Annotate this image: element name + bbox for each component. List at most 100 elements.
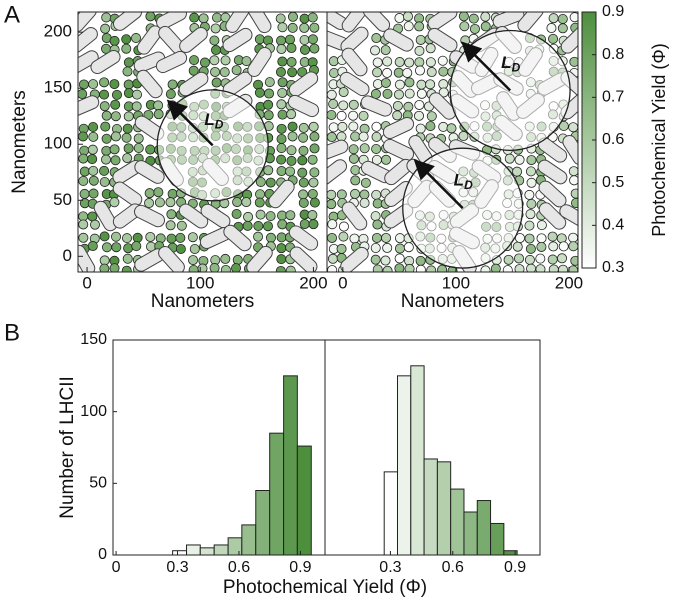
decor-dot <box>241 56 252 67</box>
decor-dot <box>394 233 405 244</box>
decor-dot <box>360 177 371 188</box>
decor-dot <box>131 33 142 44</box>
panel-letter: A <box>4 1 20 28</box>
decor-dot <box>132 89 143 100</box>
x-tick-label: 0.6 <box>228 559 250 576</box>
decor-dot <box>536 233 547 244</box>
decor-dot <box>165 197 176 208</box>
decor-dot <box>78 89 88 100</box>
decor-dot <box>299 44 310 55</box>
decor-dot <box>176 220 187 231</box>
hist-bar <box>296 445 312 556</box>
colorbar-tick-label: 0.7 <box>602 89 624 106</box>
decor-dot <box>370 254 381 265</box>
decor-dot <box>298 132 309 143</box>
decor-dot <box>370 211 381 222</box>
decor-dot <box>525 209 536 220</box>
decor-dot <box>263 221 274 232</box>
decor-dot <box>372 264 383 272</box>
decor-rod <box>427 27 458 53</box>
colorbar-tick-label: 0.5 <box>602 174 624 191</box>
decor-dot <box>380 255 391 266</box>
decor-dot <box>297 155 308 166</box>
decor-dot <box>167 79 178 90</box>
y-tick-label: 100 <box>80 403 107 420</box>
decor-rod <box>134 204 165 228</box>
decor-dot <box>166 233 177 244</box>
decor-dot <box>243 211 254 222</box>
decor-dot <box>414 110 425 121</box>
decor-dot <box>524 220 535 231</box>
decor-dot <box>382 88 393 99</box>
decor-rod <box>78 95 100 117</box>
decor-dot <box>188 65 199 76</box>
decor-rod <box>268 179 295 209</box>
decor-dot <box>101 110 112 121</box>
decor-rod <box>383 28 414 52</box>
decor-dot <box>372 57 383 68</box>
decor-dot <box>277 87 288 98</box>
decor-dot <box>438 87 449 98</box>
decor-dot <box>512 241 523 252</box>
decor-dot <box>99 231 110 242</box>
decor-dot <box>358 110 369 121</box>
decor-dot <box>514 264 525 272</box>
decor-dot <box>526 155 537 166</box>
decor-dot <box>381 232 392 243</box>
decor-dot <box>328 56 339 67</box>
decor-rod <box>78 12 97 33</box>
decor-dot <box>425 57 436 68</box>
decor-dot <box>348 153 359 164</box>
decor-dot <box>309 22 320 33</box>
decor-dot <box>220 264 231 272</box>
decor-rod <box>223 224 252 252</box>
decor-rod <box>287 94 320 118</box>
decor-dot <box>394 79 405 90</box>
decor-rod <box>246 245 273 272</box>
x-axis-label: Nanometers <box>401 291 505 312</box>
decor-dot <box>110 131 121 142</box>
decor-dot <box>298 145 309 156</box>
decor-dot <box>121 34 132 45</box>
decor-dot <box>285 265 296 272</box>
decor-dot <box>336 243 347 254</box>
x-axis-label: Nanometers <box>151 291 255 312</box>
decor-dot <box>348 144 359 155</box>
decor-dot <box>327 232 337 243</box>
decor-dot <box>402 12 413 22</box>
decor-dot <box>79 188 90 199</box>
decor-dot <box>327 253 338 264</box>
decor-dot <box>275 67 286 78</box>
decor-dot <box>394 263 405 272</box>
decor-dot <box>372 67 383 78</box>
decor-rod <box>136 69 163 99</box>
x-tick-label: 100 <box>442 273 470 292</box>
decor-rod <box>427 12 458 31</box>
decor-rod <box>339 71 370 97</box>
decor-dot <box>570 197 578 208</box>
decor-dot <box>287 131 298 142</box>
decor-dot <box>358 131 369 142</box>
decor-dot <box>393 89 404 100</box>
decor-dot <box>557 23 568 34</box>
decor-dot <box>167 188 178 199</box>
decor-dot <box>415 264 426 272</box>
decor-dot <box>286 155 297 166</box>
decor-rod <box>78 50 99 74</box>
decor-dot <box>122 123 133 134</box>
decor-dot <box>558 241 569 252</box>
decor-rod <box>341 47 368 77</box>
ld-subscript: D <box>215 118 224 132</box>
hist-bar <box>241 524 257 556</box>
decor-dot <box>122 66 133 77</box>
decor-dot <box>327 132 337 143</box>
x-tick-label: 0.9 <box>504 559 526 576</box>
decor-dot <box>145 231 156 242</box>
decor-dot <box>425 121 436 132</box>
decor-dot <box>414 65 425 76</box>
decor-rod <box>537 159 568 185</box>
decor-dot <box>382 265 393 272</box>
decor-dot <box>220 55 231 66</box>
decor-dot <box>371 131 382 142</box>
decor-dot <box>490 263 501 272</box>
